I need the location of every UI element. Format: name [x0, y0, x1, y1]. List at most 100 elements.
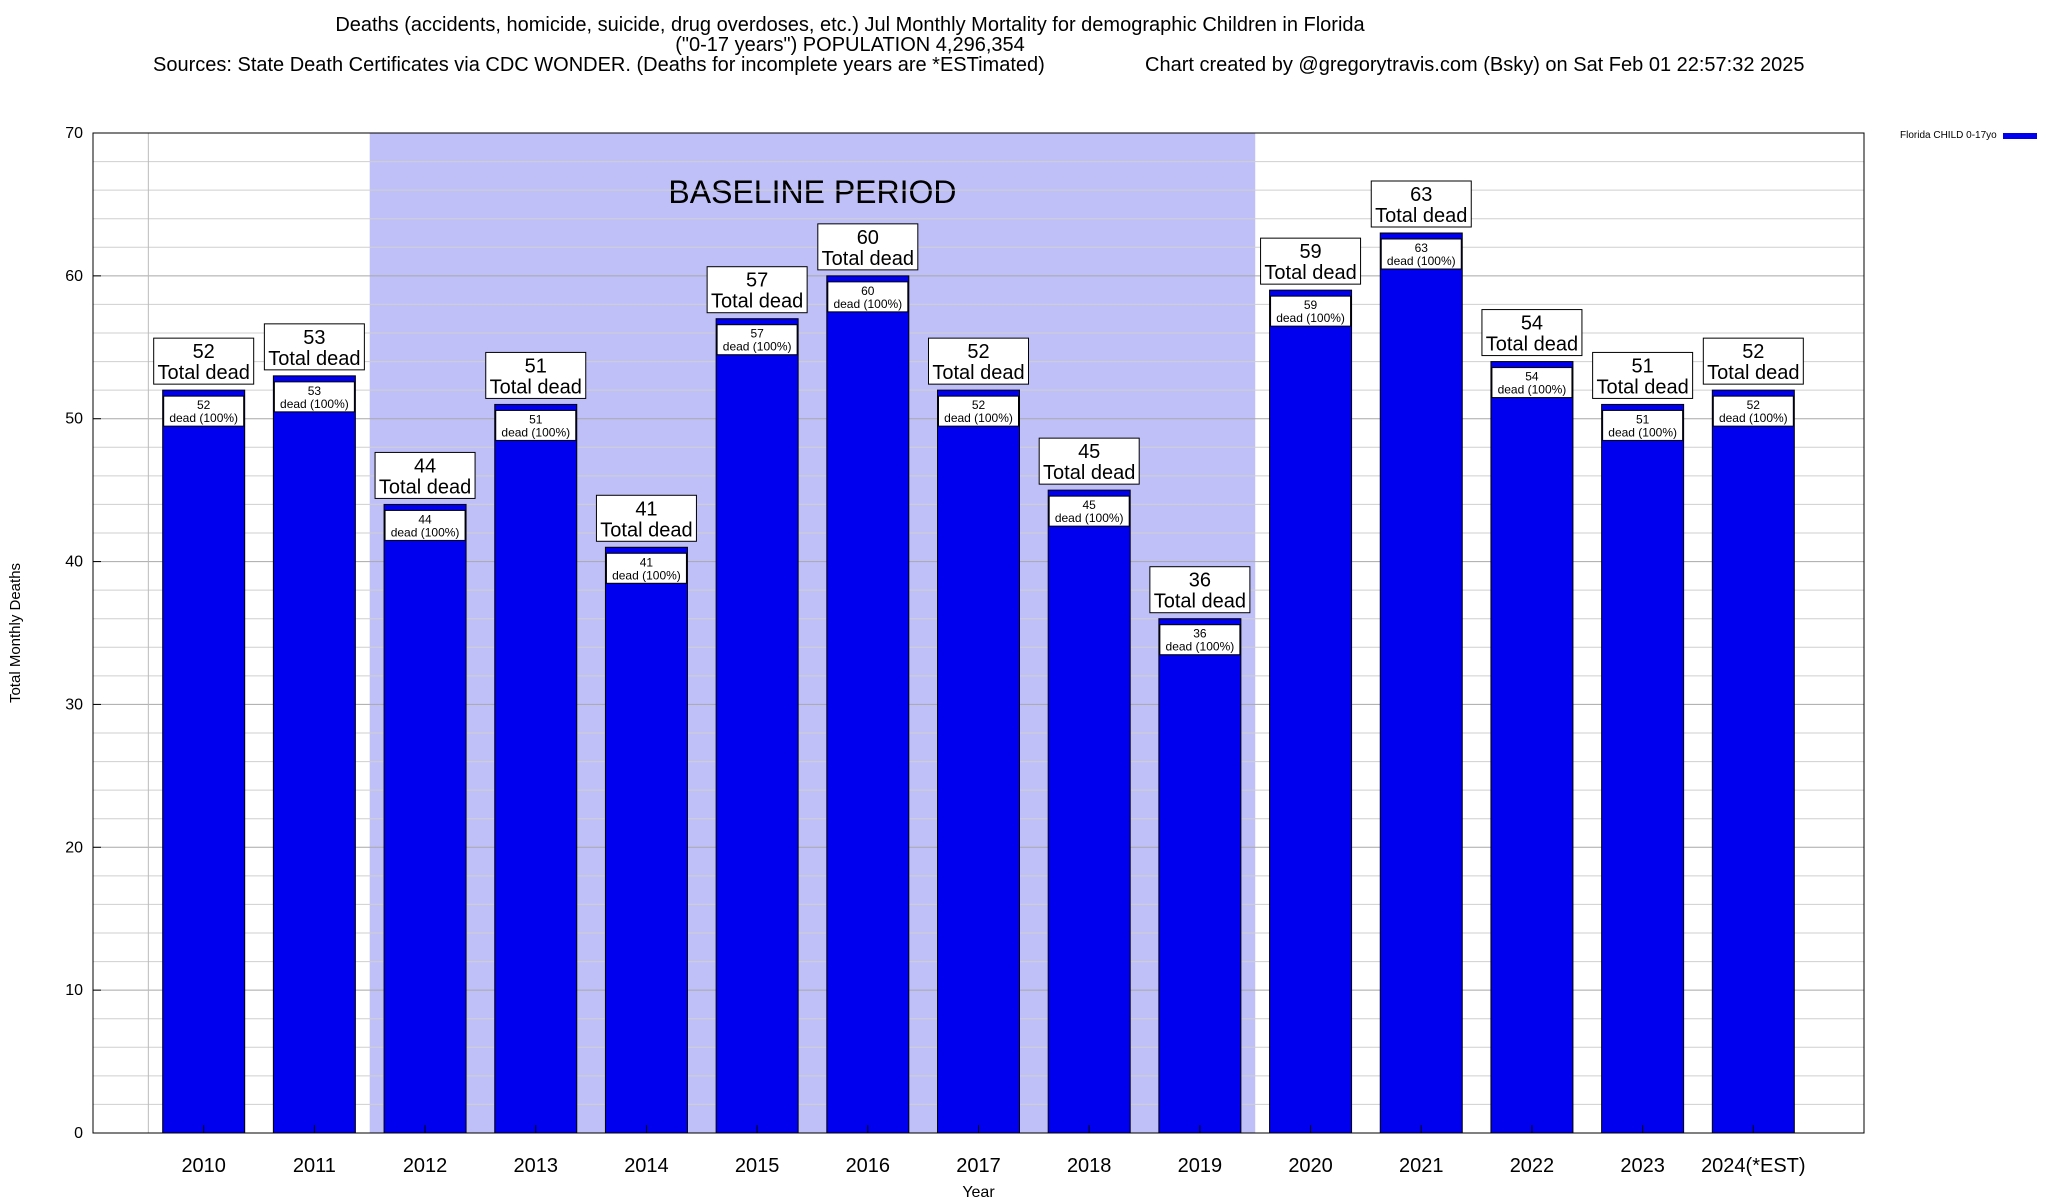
bar-total-label: Total dead: [822, 248, 914, 270]
bar-inner-label-box: [605, 552, 687, 584]
bar-inner-label-box: [1712, 395, 1794, 427]
bar-value-label: 51: [1632, 355, 1654, 377]
bar-inner-value: 36: [1193, 627, 1207, 641]
y-tick-label: 20: [65, 839, 83, 856]
bar-inner-label: dead (100%): [1719, 411, 1788, 425]
bar-value-label: 36: [1189, 570, 1211, 592]
bar-total-label: Total dead: [1264, 262, 1356, 284]
bar-inner-label-box: [1270, 295, 1352, 327]
y-tick-label: 40: [65, 554, 83, 571]
bar-top-label-box: [1592, 351, 1694, 399]
chart-title-line-2: ("0-17 years") POPULATION 4,296,354: [675, 34, 1025, 56]
bar-top-label-box: [706, 266, 808, 314]
chart-credit: Chart created by @gregorytravis.com (Bsk…: [1145, 54, 1805, 76]
bar-total-label: Total dead: [711, 291, 803, 313]
x-tick-label: 2011: [293, 1155, 336, 1177]
y-tick-label: 50: [65, 411, 83, 428]
bar-inner-value: 45: [1083, 498, 1097, 512]
x-tick-label: 2015: [735, 1155, 780, 1177]
bar-total-label: Total dead: [1596, 376, 1688, 398]
x-tick-label: 2012: [403, 1155, 448, 1177]
y-axis-label: Total Monthly Deaths: [7, 563, 24, 703]
x-tick-label: 2018: [1067, 1155, 1112, 1177]
bar-inner-label: dead (100%): [1387, 254, 1456, 268]
x-tick-label: 2022: [1510, 1155, 1555, 1177]
bar-top-label-box: [595, 494, 697, 542]
bar: [1711, 389, 1795, 1134]
bar-inner-label-box: [1602, 409, 1684, 441]
bar-value-label: 51: [525, 355, 547, 377]
bar-inner-label-box: [384, 509, 466, 541]
bar-value-label: 52: [193, 341, 215, 363]
bar-top-label-box: [153, 337, 255, 385]
bar-total-label: Total dead: [379, 476, 471, 498]
x-tick-label: 2017: [956, 1155, 1001, 1177]
bar-inner-label-box: [938, 395, 1019, 427]
bar: [826, 275, 910, 1134]
bar: [1601, 403, 1685, 1134]
bar-inner-label: dead (100%): [169, 411, 238, 425]
bar-value-label: 41: [635, 498, 657, 520]
bar: [383, 503, 467, 1134]
bar: [162, 389, 246, 1134]
x-tick-label: 2016: [846, 1155, 891, 1177]
bar-top-label-box: [485, 351, 587, 399]
x-tick-label: 2010: [181, 1155, 226, 1177]
bar-inner-label: dead (100%): [1498, 383, 1567, 397]
bar-inner-value: 51: [529, 412, 543, 426]
y-tick-label: 70: [65, 125, 83, 142]
bar-inner-value: 44: [418, 512, 432, 526]
bar-value-label: 52: [1742, 341, 1764, 363]
bar-inner-value: 52: [972, 398, 986, 412]
bar-inner-value: 52: [197, 398, 211, 412]
bar-total-label: Total dead: [1043, 462, 1135, 484]
y-tick-label: 0: [74, 1125, 83, 1142]
bar: [1379, 232, 1463, 1134]
x-tick-label: 2021: [1399, 1155, 1444, 1177]
bar-total-label: Total dead: [1375, 205, 1467, 227]
bar-inner-value: 59: [1304, 298, 1318, 312]
x-tick-label: 2019: [1178, 1155, 1223, 1177]
bar-inner-value: 51: [1636, 412, 1650, 426]
bar-inner-value: 63: [1415, 241, 1429, 255]
bar: [604, 546, 688, 1134]
bar-top-label-box: [1149, 566, 1251, 614]
bar-inner-label-box: [1048, 495, 1130, 527]
bar-inner-value: 41: [640, 555, 654, 569]
y-tick-label: 60: [65, 268, 83, 285]
x-tick-label: 2020: [1288, 1155, 1333, 1177]
bar-value-label: 60: [857, 227, 879, 249]
legend-swatch: [2002, 132, 2037, 139]
bar-total-label: Total dead: [268, 348, 360, 370]
bar: [715, 318, 799, 1134]
bar: [1269, 289, 1353, 1134]
bar: [494, 403, 578, 1134]
bar-value-label: 52: [967, 341, 989, 363]
bar: [937, 389, 1020, 1134]
bar-total-label: Total dead: [1486, 334, 1578, 356]
bar-top-label-box: [374, 451, 476, 499]
x-tick-label: 2013: [514, 1155, 559, 1177]
x-axis-label: Year: [962, 1184, 995, 1200]
y-tick-label: 10: [65, 982, 83, 999]
bar-total-label: Total dead: [1154, 591, 1246, 613]
bar-value-label: 45: [1078, 441, 1100, 463]
bar-inner-label: dead (100%): [1276, 311, 1345, 325]
bar-top-label-box: [1702, 337, 1804, 385]
bar-inner-label: dead (100%): [1166, 640, 1235, 654]
bar-inner-label: dead (100%): [1608, 425, 1677, 439]
bar-top-label-box: [817, 223, 919, 271]
bar-inner-label: dead (100%): [612, 568, 681, 582]
bar: [272, 375, 356, 1134]
bar-inner-label: dead (100%): [723, 340, 792, 354]
bar-inner-label-box: [716, 324, 798, 356]
bar-value-label: 63: [1410, 184, 1432, 206]
bar-inner-label: dead (100%): [1055, 511, 1124, 525]
bar-top-label-box: [263, 323, 365, 371]
y-tick-label: 30: [65, 696, 83, 713]
bar-inner-label-box: [1380, 238, 1462, 270]
bar-top-label-box: [1038, 437, 1140, 485]
bar-total-label: Total dead: [600, 519, 692, 541]
bar-total-label: Total dead: [1707, 362, 1799, 384]
